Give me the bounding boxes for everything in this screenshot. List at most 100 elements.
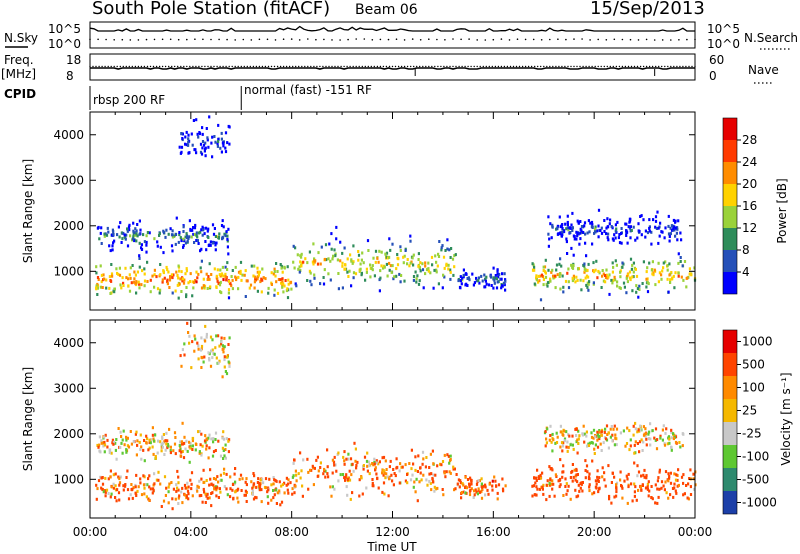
heatmap-cell bbox=[281, 280, 284, 284]
heatmap-cell bbox=[237, 487, 240, 491]
heatmap-cell bbox=[440, 463, 443, 467]
noise-search-point bbox=[218, 38, 220, 41]
heatmap-cell bbox=[160, 505, 163, 508]
heatmap-cell bbox=[138, 257, 141, 260]
heatmap-cell bbox=[626, 230, 629, 234]
heatmap-cell bbox=[531, 268, 535, 272]
heatmap-cell bbox=[680, 238, 683, 242]
heatmap-cell bbox=[538, 477, 541, 480]
heatmap-cell bbox=[644, 432, 647, 436]
heatmap-cell bbox=[198, 494, 201, 498]
heatmap-cell bbox=[371, 264, 374, 268]
heatmap-cell bbox=[132, 486, 135, 490]
heatmap-cell bbox=[189, 280, 192, 283]
heatmap-cell bbox=[559, 287, 562, 291]
heatmap-cell bbox=[551, 268, 554, 272]
noise-search-point bbox=[613, 38, 616, 41]
heatmap-cell bbox=[272, 272, 275, 276]
heatmap-cell bbox=[252, 472, 255, 475]
heatmap-cell bbox=[142, 483, 146, 487]
heatmap-cell bbox=[164, 235, 167, 239]
heatmap-cell bbox=[195, 231, 198, 235]
heatmap-cell bbox=[616, 280, 619, 284]
heatmap-cell bbox=[333, 463, 336, 467]
heatmap-cell bbox=[636, 236, 639, 240]
heatmap-cell bbox=[213, 487, 216, 491]
heatmap-cell bbox=[551, 487, 554, 491]
heatmap-cell bbox=[313, 276, 316, 280]
heatmap-cell bbox=[563, 439, 566, 443]
nave-point bbox=[243, 65, 245, 68]
heatmap-cell bbox=[224, 150, 228, 154]
heatmap-cell bbox=[210, 504, 213, 508]
nave-point bbox=[428, 65, 430, 68]
heatmap-cell bbox=[186, 481, 189, 485]
heatmap-cell bbox=[382, 481, 386, 485]
heatmap-cell bbox=[106, 438, 109, 442]
heatmap-cell bbox=[326, 448, 329, 452]
heatmap-cell bbox=[664, 260, 667, 264]
heatmap-cell bbox=[568, 434, 571, 438]
nave-point bbox=[198, 65, 200, 68]
heatmap-cell bbox=[169, 448, 172, 452]
nave-point bbox=[406, 65, 409, 68]
colorbar-swatch bbox=[723, 353, 737, 376]
heatmap-cell bbox=[217, 334, 220, 338]
heatmap-cell bbox=[541, 471, 544, 475]
heatmap-cell bbox=[636, 442, 639, 445]
heatmap-cell bbox=[499, 277, 502, 281]
nave-point bbox=[582, 65, 584, 68]
heatmap-cell bbox=[254, 275, 257, 279]
heatmap-cell bbox=[415, 277, 418, 281]
heatmap-cell bbox=[668, 437, 671, 441]
heatmap-cell bbox=[116, 233, 119, 237]
heatmap-cell bbox=[500, 277, 503, 281]
heatmap-cell bbox=[358, 494, 361, 498]
heatmap-cell bbox=[323, 467, 326, 471]
heatmap-cell bbox=[648, 489, 651, 493]
heatmap-cell bbox=[647, 437, 650, 441]
heatmap-cell bbox=[186, 449, 189, 453]
heatmap-cell bbox=[389, 248, 392, 252]
heatmap-cell bbox=[625, 229, 628, 233]
colorbar-swatch bbox=[723, 445, 737, 468]
heatmap-cell bbox=[310, 283, 313, 287]
heatmap-cell bbox=[223, 345, 226, 349]
heatmap-cell bbox=[586, 444, 589, 448]
colorbar-tick-label: 8 bbox=[742, 243, 750, 257]
heatmap-cell bbox=[643, 475, 646, 479]
heatmap-cell bbox=[153, 273, 156, 277]
nave-point bbox=[337, 65, 339, 68]
heatmap-cell bbox=[554, 441, 557, 445]
heatmap-cell bbox=[220, 291, 223, 295]
heatmap-cell bbox=[493, 281, 496, 285]
heatmap-cell bbox=[170, 233, 174, 237]
heatmap-cell bbox=[219, 146, 222, 150]
heatmap-cell bbox=[280, 281, 283, 285]
heatmap-cell bbox=[571, 434, 574, 438]
noise-search-label: N.Search bbox=[744, 31, 798, 45]
heatmap-cell bbox=[393, 275, 396, 279]
heatmap-cell bbox=[675, 231, 678, 235]
nave-point bbox=[394, 65, 397, 68]
heatmap-cell bbox=[218, 344, 221, 348]
heatmap-cell bbox=[532, 484, 535, 488]
heatmap-cell bbox=[112, 440, 115, 444]
heatmap-cell bbox=[98, 443, 101, 447]
heatmap-cell bbox=[205, 479, 208, 482]
heatmap-cell bbox=[100, 441, 103, 445]
heatmap-cell bbox=[575, 473, 578, 477]
heatmap-cell bbox=[256, 277, 259, 281]
heatmap-cell bbox=[662, 266, 665, 270]
heatmap-cell bbox=[589, 221, 592, 225]
heatmap-cell bbox=[118, 483, 121, 487]
heatmap-cell bbox=[122, 281, 125, 285]
noise-search-point bbox=[516, 38, 519, 40]
heatmap-cell bbox=[200, 453, 203, 457]
heatmap-cell bbox=[159, 482, 162, 486]
nave-point bbox=[240, 65, 242, 68]
heatmap-cell bbox=[299, 254, 302, 258]
heatmap-cell bbox=[198, 451, 201, 455]
heatmap-cell bbox=[349, 253, 352, 257]
